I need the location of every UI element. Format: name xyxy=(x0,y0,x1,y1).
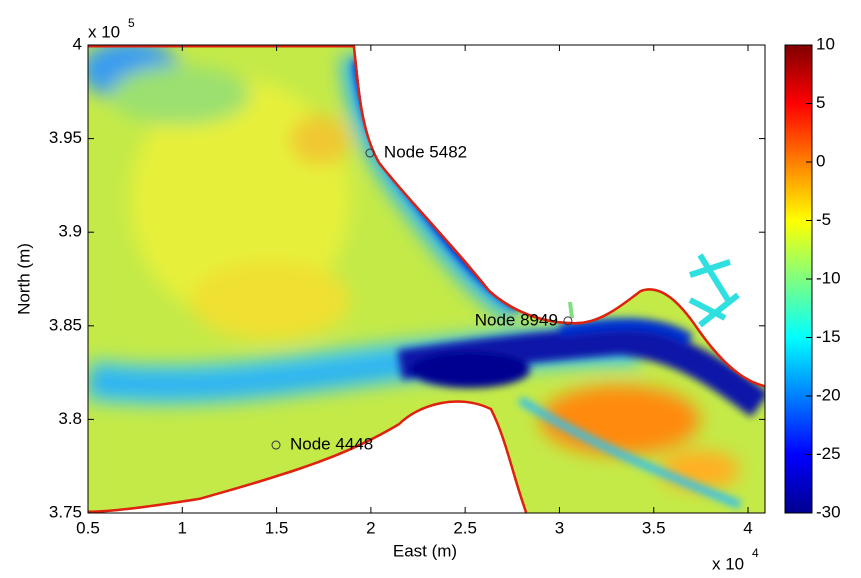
x-tick-label: 1.5 xyxy=(265,518,289,537)
x-tick-label: 3 xyxy=(555,518,564,537)
map-field xyxy=(80,40,765,513)
y-tick-label: 3.9 xyxy=(58,222,82,241)
colorbar-tick-label: -30 xyxy=(816,502,841,521)
y-exponent-base: x 10 xyxy=(88,22,120,41)
colorbar-tick-label: -25 xyxy=(816,444,841,463)
y-tick-label: 4 xyxy=(73,34,82,53)
chart: x 10 5 x 10 4 East (m) North (m) 0.511.5… xyxy=(0,0,861,573)
colorbar-tick-label: -10 xyxy=(816,268,841,287)
node-label: Node 5482 xyxy=(384,142,467,161)
colorbar-tick-label: -15 xyxy=(816,327,841,346)
y-tick-label: 3.95 xyxy=(49,128,82,147)
x-tick-label: 3.5 xyxy=(642,518,666,537)
colorbar-tick-label: -20 xyxy=(816,385,841,404)
y-tick-label: 3.85 xyxy=(49,315,82,334)
x-axis-label: East (m) xyxy=(393,541,457,560)
colorbar-tick-label: 5 xyxy=(816,93,825,112)
colorbar-tick-label: 10 xyxy=(816,34,835,53)
x-tick-label: 2 xyxy=(366,518,375,537)
x-exponent-base: x 10 xyxy=(712,554,744,573)
node-label: Node 8949 xyxy=(475,310,558,329)
y-axis-label: North (m) xyxy=(14,243,33,315)
colorbar-tick-label: 0 xyxy=(816,151,825,170)
colorbar-tick-label: -5 xyxy=(816,210,831,229)
x-exponent: 4 xyxy=(752,546,759,560)
x-tick-label: 2.5 xyxy=(453,518,477,537)
x-tick-label: 4 xyxy=(743,518,752,537)
node-label: Node 4448 xyxy=(290,435,373,454)
y-tick-label: 3.75 xyxy=(49,502,82,521)
y-tick-label: 3.8 xyxy=(58,409,82,428)
y-exponent: 5 xyxy=(128,16,135,30)
x-tick-label: 1 xyxy=(178,518,187,537)
